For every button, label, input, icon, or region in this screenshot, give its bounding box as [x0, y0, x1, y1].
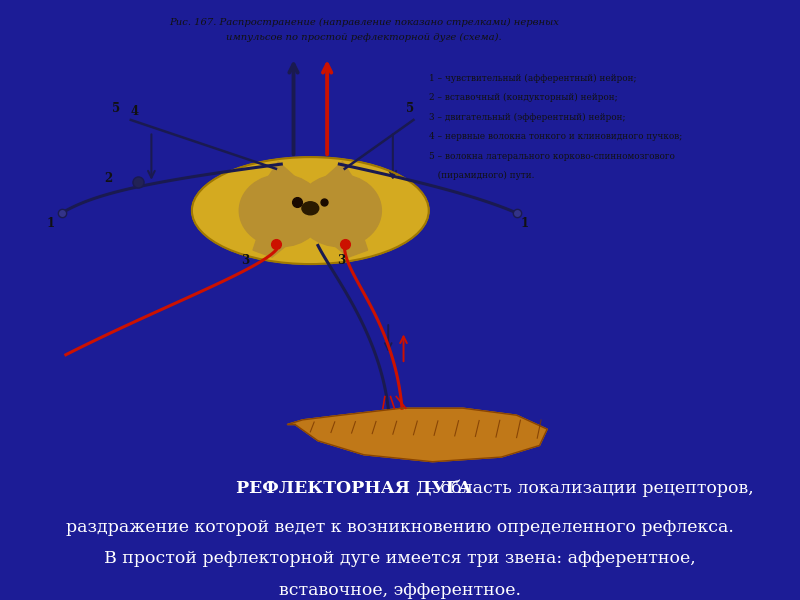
Text: 3 – двигательный (эфферентный) нейрон;: 3 – двигательный (эфферентный) нейрон;	[429, 112, 626, 122]
Text: 1: 1	[521, 217, 529, 230]
Text: импульсов по простой рефлекторной дуге (схема).: импульсов по простой рефлекторной дуге (…	[226, 33, 502, 42]
Text: 1 – чувствительный (афферентный) нейрон;: 1 – чувствительный (афферентный) нейрон;	[429, 73, 636, 83]
Polygon shape	[287, 408, 547, 462]
Text: 4 – нервные волокна тонкого и клиновидного пучков;: 4 – нервные волокна тонкого и клиновидно…	[429, 132, 682, 141]
Text: 5: 5	[112, 102, 120, 115]
Text: 5 – волокна латерального корково-спинномозгового: 5 – волокна латерального корково-спинном…	[429, 152, 674, 161]
Text: 2: 2	[104, 172, 112, 185]
Text: 2 – вставочный (кондукторный) нейрон;: 2 – вставочный (кондукторный) нейрон;	[429, 93, 618, 102]
Polygon shape	[253, 238, 295, 257]
Text: Рис. 167. Распространение (направление показано стрелками) нервных: Рис. 167. Распространение (направление п…	[169, 17, 558, 27]
Text: В простой рефлекторной дуге имеется три звена: афферентное,: В простой рефлекторной дуге имеется три …	[104, 550, 696, 567]
Ellipse shape	[192, 157, 429, 264]
Ellipse shape	[239, 175, 323, 247]
Text: вставочное, эфферентное.: вставочное, эфферентное.	[279, 581, 521, 599]
Ellipse shape	[302, 202, 318, 215]
Text: 3: 3	[337, 254, 346, 267]
Text: (пирамидного) пути.: (пирамидного) пути.	[429, 171, 534, 180]
Text: 3: 3	[242, 254, 250, 267]
Polygon shape	[326, 238, 368, 257]
Polygon shape	[266, 162, 299, 181]
Text: 1: 1	[46, 217, 55, 230]
Text: – область локализации рецепторов,: – область локализации рецепторов,	[421, 479, 754, 497]
Text: раздражение которой ведет к возникновению определенного рефлекса.: раздражение которой ведет к возникновени…	[66, 519, 734, 536]
Text: РЕФЛЕКТОРНАЯ ДУГА: РЕФЛЕКТОРНАЯ ДУГА	[236, 479, 472, 497]
FancyBboxPatch shape	[282, 202, 339, 220]
Polygon shape	[322, 162, 354, 181]
Text: 5: 5	[406, 102, 414, 115]
Ellipse shape	[298, 175, 382, 247]
Text: 4: 4	[130, 105, 139, 118]
